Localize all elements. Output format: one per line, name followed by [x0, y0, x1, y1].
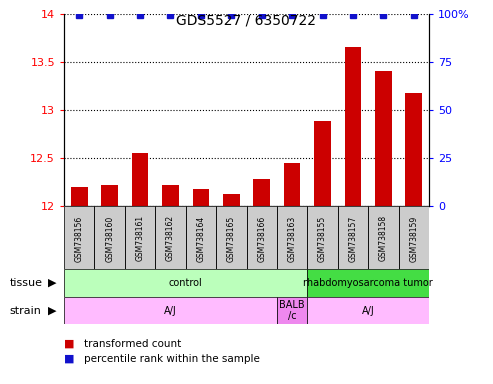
Text: GSM738162: GSM738162	[166, 215, 175, 262]
Bar	[277, 297, 307, 324]
Bar	[193, 189, 209, 206]
Text: GSM738156: GSM738156	[75, 215, 84, 262]
Bar	[307, 206, 338, 269]
Bar	[162, 185, 179, 206]
Text: GSM738166: GSM738166	[257, 215, 266, 262]
Bar	[95, 206, 125, 269]
Bar	[368, 206, 398, 269]
Text: A/J: A/J	[362, 306, 375, 316]
Text: tissue: tissue	[10, 278, 43, 288]
Bar	[375, 71, 391, 206]
Bar	[405, 93, 422, 206]
Text: GSM738159: GSM738159	[409, 215, 418, 262]
Text: GSM738165: GSM738165	[227, 215, 236, 262]
Text: ■: ■	[64, 339, 74, 349]
Text: GSM738163: GSM738163	[287, 215, 297, 262]
Bar	[345, 48, 361, 206]
Bar	[64, 206, 95, 269]
Text: control: control	[169, 278, 203, 288]
Bar	[284, 163, 300, 206]
Bar	[186, 206, 216, 269]
Text: ■: ■	[64, 354, 74, 364]
Text: transformed count: transformed count	[84, 339, 181, 349]
Bar	[132, 153, 148, 206]
Bar	[71, 187, 88, 206]
Bar	[64, 269, 307, 297]
Bar	[102, 185, 118, 206]
Text: strain: strain	[10, 306, 42, 316]
Text: GSM738160: GSM738160	[105, 215, 114, 262]
Bar	[125, 206, 155, 269]
Bar	[155, 206, 186, 269]
Text: A/J: A/J	[164, 306, 177, 316]
Text: GDS5527 / 6350722: GDS5527 / 6350722	[176, 13, 317, 27]
Bar	[223, 194, 240, 206]
Text: rhabdomyosarcoma tumor: rhabdomyosarcoma tumor	[303, 278, 433, 288]
Bar	[338, 206, 368, 269]
Bar	[307, 297, 429, 324]
Bar	[314, 121, 331, 206]
Text: GSM738161: GSM738161	[136, 215, 144, 262]
Text: GSM738155: GSM738155	[318, 215, 327, 262]
Text: GSM738157: GSM738157	[349, 215, 357, 262]
Text: GSM738158: GSM738158	[379, 215, 388, 262]
Text: ▶: ▶	[47, 306, 56, 316]
Bar	[398, 206, 429, 269]
Text: GSM738164: GSM738164	[196, 215, 206, 262]
Bar	[307, 269, 429, 297]
Text: ▶: ▶	[47, 278, 56, 288]
Text: percentile rank within the sample: percentile rank within the sample	[84, 354, 260, 364]
Bar	[246, 206, 277, 269]
Bar	[277, 206, 307, 269]
Bar	[253, 179, 270, 206]
Bar	[64, 297, 277, 324]
Text: BALB
/c: BALB /c	[280, 300, 305, 321]
Bar	[216, 206, 246, 269]
